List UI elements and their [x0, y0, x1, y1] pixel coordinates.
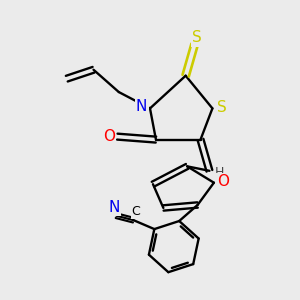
Text: N: N [108, 200, 120, 215]
Text: O: O [103, 128, 115, 143]
Text: H: H [214, 166, 224, 179]
Text: O: O [217, 174, 229, 189]
Text: S: S [217, 100, 227, 115]
Text: C: C [131, 206, 140, 218]
Text: S: S [192, 30, 202, 45]
Text: N: N [136, 99, 147, 114]
